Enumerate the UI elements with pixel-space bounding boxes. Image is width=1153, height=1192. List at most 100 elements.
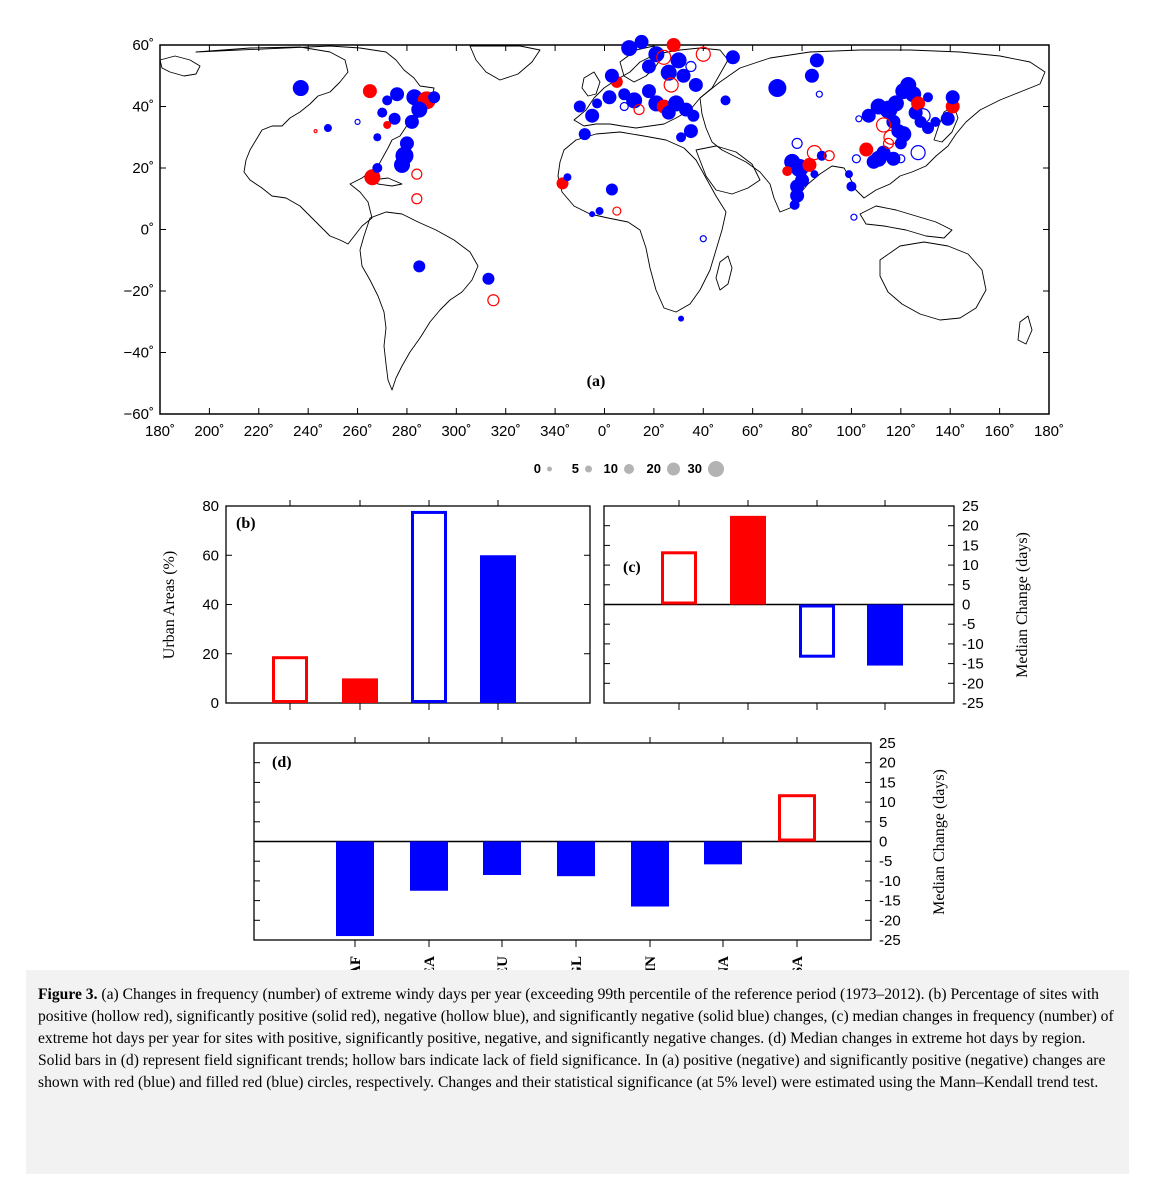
bar (631, 841, 669, 907)
site-marker-filled (768, 79, 787, 98)
site-marker-filled (802, 157, 817, 172)
site-marker-filled (676, 68, 691, 83)
site-marker-filled (945, 90, 960, 105)
site-marker-filled (666, 38, 681, 52)
site-marker-filled (846, 181, 857, 192)
y-tick-label: 10 (879, 794, 896, 811)
southeast-asia-islands-outline (859, 205, 953, 239)
lon-tick-label: 200˚ (194, 423, 224, 440)
site-marker-hollow (855, 115, 863, 123)
latitude-labels: 60˚ 40˚ 20˚ 0˚ −20˚ −40˚ −60˚ (124, 37, 154, 423)
category-label: IN (643, 956, 659, 970)
africa-outline (557, 131, 727, 313)
site-marker-filled (585, 108, 600, 123)
category-label: AF (348, 956, 364, 970)
panel-d-ylabel: Median Change (days) (931, 769, 948, 915)
y-tick-label: 80 (202, 498, 219, 515)
lon-tick-label: 60˚ (742, 423, 764, 440)
site-marker-hollow (354, 118, 361, 125)
site-marker-filled (678, 315, 685, 322)
site-marker-filled (809, 53, 824, 68)
map-tick-marks (159, 44, 1050, 415)
size-legend-circle (585, 465, 592, 473)
y-tick-label: 0 (962, 597, 970, 614)
site-marker-filled (573, 100, 586, 113)
site-marker-hollow (685, 60, 697, 73)
site-marker-filled (323, 124, 332, 133)
site-marker-hollow (695, 46, 711, 62)
y-tick-label: 0 (211, 695, 219, 712)
british-isles-outline (581, 71, 601, 97)
site-marker-filled (660, 64, 677, 81)
site-marker-filled (844, 170, 853, 179)
y-tick-label: 20 (962, 518, 979, 535)
australia-outline (879, 241, 987, 321)
greenland-outline (469, 45, 541, 81)
site-marker-filled (795, 173, 810, 188)
site-marker-filled (641, 84, 656, 99)
site-marker-filled (602, 90, 617, 105)
lat-tick-label: 60˚ (132, 37, 154, 54)
y-tick-label: 25 (879, 735, 896, 752)
bar (799, 604, 835, 658)
panel-b-frame (225, 505, 591, 704)
site-marker-filled (428, 91, 441, 104)
panel-a-map: 60˚ 40˚ 20˚ 0˚ −20˚ −40˚ −60˚ 180˚ 200˚ 220˚ 240˚… (124, 34, 1064, 440)
lon-tick-label: 100˚ (836, 423, 866, 440)
south-america-outline (359, 211, 479, 391)
site-marker-filled (887, 95, 904, 112)
bar (480, 555, 516, 703)
site-marker-filled (411, 101, 428, 118)
lon-tick-label: 180˚ (145, 423, 175, 440)
site-marker-hollow (619, 101, 629, 112)
panel-b-label: (b) (236, 515, 256, 532)
alaska-outline (159, 55, 201, 77)
site-marker-filled (634, 34, 649, 49)
panel-a-label: (a) (587, 373, 606, 390)
site-marker-filled (641, 59, 656, 74)
asia-outline (699, 49, 1046, 213)
panel-c-chart: (c) Median Change (days) 25 20 15 10 5 0 -5 -10… (603, 498, 1031, 712)
site-marker-filled (595, 207, 604, 216)
size-legend-label: 10 (604, 461, 618, 476)
lon-tick-label: 260˚ (343, 423, 373, 440)
lat-tick-label: 0˚ (141, 222, 154, 239)
size-legend: 0 5 10 20 30 (534, 461, 724, 477)
category-label: EA (422, 956, 438, 970)
site-marker-hollow (882, 137, 895, 149)
site-marker-filled (404, 114, 419, 129)
site-marker-filled (621, 40, 638, 57)
site-marker-hollow (851, 154, 861, 164)
site-marker-hollow (656, 49, 672, 65)
size-legend-circle (667, 462, 680, 476)
site-marker-hollow (823, 150, 835, 162)
site-marker-filled (364, 169, 381, 186)
site-marker-filled (390, 87, 405, 102)
site-marker-filled (782, 166, 793, 177)
site-marker-filled (859, 142, 874, 157)
lat-tick-label: −60˚ (124, 406, 154, 423)
bar (661, 551, 697, 605)
site-marker-filled (604, 68, 619, 83)
lon-tick-label: 220˚ (244, 423, 274, 440)
panel-c-ylabel: Median Change (days) (1014, 532, 1031, 678)
panel-d-chart: (d) Median Change (days) 25 20 15 10 5 0 -5 -10… (253, 735, 948, 970)
site-marker-filled (922, 92, 933, 103)
site-marker-filled (383, 120, 392, 129)
bar (704, 841, 742, 865)
size-legend-circle (708, 461, 724, 477)
lon-tick-label: 20˚ (643, 423, 665, 440)
site-marker-filled (605, 183, 618, 196)
site-marker-filled (810, 170, 819, 179)
bar (483, 841, 521, 875)
site-marker-filled (930, 116, 941, 127)
panel-c-label: (c) (623, 559, 641, 576)
bar (410, 841, 448, 891)
lon-tick-label: 280˚ (392, 423, 422, 440)
site-marker-filled (720, 95, 731, 106)
y-tick-label: -20 (879, 912, 901, 929)
site-marker-hollow (791, 137, 803, 149)
figure-caption: Figure 3. (a) Changes in frequency (numb… (38, 984, 1117, 1094)
longitude-labels: 180˚ 200˚ 220˚ 240˚ 260˚ 280˚ 300˚ 320˚ 340˚ 0˚ 20… (145, 423, 1064, 440)
site-marker-filled (482, 272, 495, 285)
